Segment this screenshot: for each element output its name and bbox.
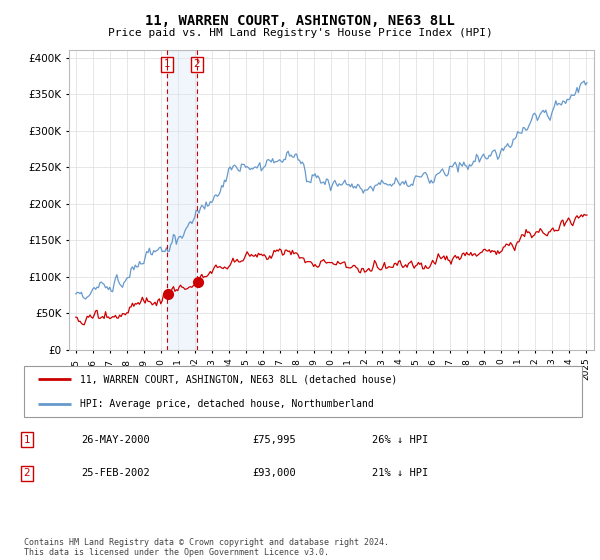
- Text: 2: 2: [23, 468, 31, 478]
- Text: £75,995: £75,995: [252, 435, 296, 445]
- Text: 26% ↓ HPI: 26% ↓ HPI: [372, 435, 428, 445]
- Text: Contains HM Land Registry data © Crown copyright and database right 2024.
This d: Contains HM Land Registry data © Crown c…: [24, 538, 389, 557]
- Text: Price paid vs. HM Land Registry's House Price Index (HPI): Price paid vs. HM Land Registry's House …: [107, 28, 493, 38]
- Text: 11, WARREN COURT, ASHINGTON, NE63 8LL: 11, WARREN COURT, ASHINGTON, NE63 8LL: [145, 14, 455, 28]
- Text: 21% ↓ HPI: 21% ↓ HPI: [372, 468, 428, 478]
- Text: 26-MAY-2000: 26-MAY-2000: [81, 435, 150, 445]
- Text: 1: 1: [164, 59, 170, 69]
- Bar: [167, 50, 197, 350]
- Text: 11, WARREN COURT, ASHINGTON, NE63 8LL (detached house): 11, WARREN COURT, ASHINGTON, NE63 8LL (d…: [80, 374, 397, 384]
- Text: £93,000: £93,000: [252, 468, 296, 478]
- Text: 1: 1: [23, 435, 31, 445]
- FancyBboxPatch shape: [24, 366, 582, 417]
- Text: 2: 2: [194, 59, 200, 69]
- Text: 25-FEB-2002: 25-FEB-2002: [81, 468, 150, 478]
- Text: HPI: Average price, detached house, Northumberland: HPI: Average price, detached house, Nort…: [80, 399, 374, 409]
